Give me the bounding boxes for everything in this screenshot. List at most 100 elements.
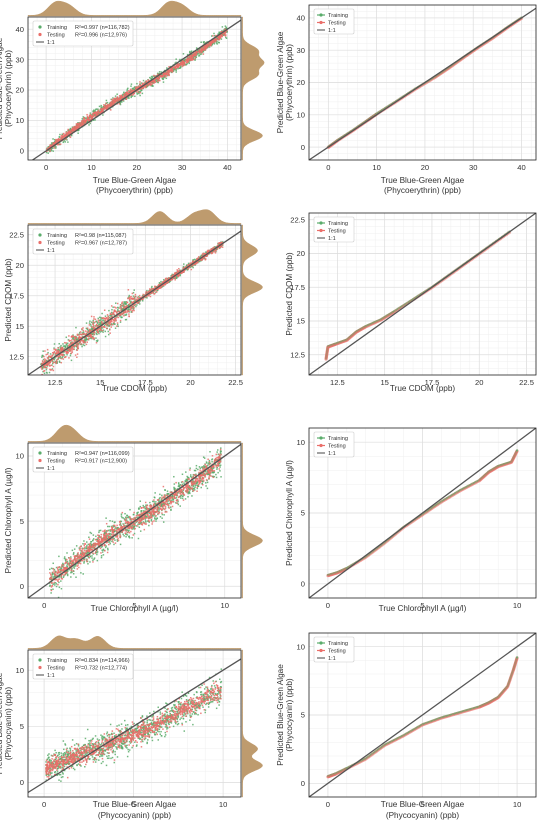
training-point bbox=[136, 93, 138, 95]
training-point bbox=[100, 105, 102, 107]
testing-point bbox=[100, 327, 102, 329]
y-tick-label: 22.5 bbox=[9, 230, 24, 239]
testing-point bbox=[49, 365, 51, 367]
y-tick-label: 30 bbox=[297, 46, 305, 55]
testing-point bbox=[108, 316, 110, 318]
x-axis-title: (Phycoerythrin) (ppb) bbox=[96, 186, 173, 195]
testing-point bbox=[116, 312, 118, 314]
testing-point bbox=[105, 319, 107, 321]
testing-point bbox=[120, 320, 122, 322]
training-point bbox=[108, 334, 110, 336]
training-point bbox=[106, 100, 108, 102]
training-point bbox=[133, 88, 135, 90]
testing-point bbox=[147, 85, 149, 87]
training-point bbox=[65, 141, 67, 143]
training-point bbox=[160, 281, 162, 283]
training-point bbox=[89, 123, 91, 125]
testing-point bbox=[167, 71, 169, 73]
testing-point bbox=[70, 343, 72, 345]
marginal-y-density bbox=[242, 17, 264, 160]
testing-point bbox=[71, 339, 73, 341]
testing-point bbox=[194, 264, 196, 266]
testing-point bbox=[201, 50, 203, 52]
testing-point bbox=[88, 338, 90, 340]
legend-stat: R²=0.98 (n=115,087) bbox=[75, 233, 127, 239]
testing-point bbox=[116, 100, 118, 102]
training-point bbox=[95, 337, 97, 339]
legend-label: Training bbox=[328, 13, 348, 19]
x-axis-title: True Blue-Green Algae bbox=[381, 176, 465, 185]
testing-point bbox=[71, 349, 73, 351]
testing-point bbox=[185, 60, 187, 62]
training-point bbox=[90, 112, 92, 114]
testing-point bbox=[70, 136, 72, 138]
testing-point bbox=[188, 59, 190, 61]
testing-point bbox=[121, 308, 123, 310]
testing-point bbox=[41, 368, 43, 370]
training-point bbox=[96, 108, 98, 110]
testing-point bbox=[86, 114, 88, 116]
testing-point bbox=[44, 365, 46, 367]
testing-point bbox=[104, 310, 106, 312]
training-point bbox=[108, 325, 110, 327]
testing-point bbox=[117, 97, 119, 99]
training-point bbox=[138, 93, 140, 95]
testing-point bbox=[65, 342, 67, 344]
testing-point bbox=[95, 113, 97, 115]
testing-point bbox=[123, 304, 125, 306]
training-point bbox=[115, 95, 117, 97]
x-tick-label: 10 bbox=[372, 163, 380, 172]
training-point bbox=[94, 119, 96, 121]
testing-point bbox=[92, 115, 94, 117]
testing-point bbox=[83, 118, 85, 120]
testing-point bbox=[98, 319, 100, 321]
training-point bbox=[70, 355, 72, 357]
testing-point bbox=[69, 340, 71, 342]
testing-point bbox=[50, 369, 52, 371]
testing-point bbox=[179, 64, 181, 66]
testing-point bbox=[47, 349, 49, 351]
training-point bbox=[213, 33, 215, 35]
testing-point bbox=[110, 109, 112, 111]
testing-point bbox=[146, 291, 148, 293]
testing-point bbox=[73, 128, 75, 130]
testing-point bbox=[81, 343, 83, 345]
testing-point bbox=[174, 279, 176, 281]
training-point bbox=[49, 372, 51, 374]
x-tick-label: 0 bbox=[326, 163, 330, 172]
testing-point bbox=[109, 332, 111, 334]
testing-point bbox=[213, 247, 215, 249]
testing-point bbox=[101, 110, 103, 112]
training-point bbox=[124, 301, 126, 303]
testing-point bbox=[128, 289, 130, 291]
testing-point bbox=[62, 137, 64, 139]
testing-point bbox=[75, 345, 77, 347]
x-tick-label: 20 bbox=[421, 163, 429, 172]
y-axis-title: Predicted Blue-Green Algae bbox=[276, 31, 285, 133]
testing-point bbox=[177, 65, 179, 67]
training-point bbox=[120, 321, 122, 323]
testing-point bbox=[90, 115, 92, 117]
training-point bbox=[192, 267, 194, 269]
legend-stat: R²=0.997 (n=116,782) bbox=[75, 25, 130, 31]
testing-point bbox=[101, 318, 103, 320]
training-point bbox=[176, 278, 178, 280]
training-point bbox=[132, 88, 134, 90]
testing-point bbox=[61, 362, 63, 364]
testing-point bbox=[191, 269, 193, 271]
training-point bbox=[105, 315, 107, 317]
testing-point bbox=[44, 366, 46, 368]
testing-point bbox=[133, 301, 135, 303]
testing-point bbox=[93, 337, 95, 339]
testing-point bbox=[91, 316, 93, 318]
testing-point bbox=[133, 306, 135, 308]
testing-point bbox=[122, 97, 124, 99]
testing-point bbox=[184, 62, 186, 64]
testing-point bbox=[188, 61, 190, 63]
testing-point bbox=[99, 112, 101, 114]
testing-point bbox=[127, 92, 128, 94]
testing-point bbox=[93, 316, 95, 318]
testing-point bbox=[113, 322, 115, 324]
